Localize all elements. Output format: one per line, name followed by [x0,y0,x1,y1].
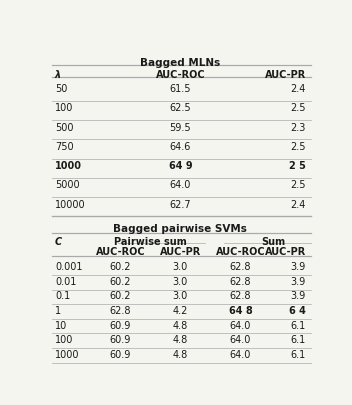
Text: AUC-ROC: AUC-ROC [96,247,145,257]
Text: 0.1: 0.1 [55,290,70,301]
Text: 64.0: 64.0 [230,349,251,359]
Text: 4.8: 4.8 [173,335,188,344]
Text: 2.5: 2.5 [290,180,306,190]
Text: 1000: 1000 [55,349,80,359]
Text: AUC-ROC: AUC-ROC [216,247,265,257]
Text: λ: λ [55,70,61,80]
Text: 4.2: 4.2 [173,305,188,315]
Text: 6.1: 6.1 [291,349,306,359]
Text: 64 9: 64 9 [169,161,192,171]
Text: 64.0: 64.0 [230,335,251,344]
Text: 60.9: 60.9 [110,320,131,330]
Text: 3.0: 3.0 [173,290,188,301]
Text: 60.9: 60.9 [110,349,131,359]
Text: 2.5: 2.5 [290,141,306,151]
Text: 1: 1 [55,305,61,315]
Text: Pairwise sum: Pairwise sum [114,236,187,246]
Text: 64 8: 64 8 [228,305,252,315]
Text: 64.6: 64.6 [170,141,191,151]
Text: 2.4: 2.4 [290,199,306,209]
Text: AUC-PR: AUC-PR [265,247,306,257]
Text: 3.9: 3.9 [291,276,306,286]
Text: AUC-PR: AUC-PR [160,247,201,257]
Text: 6 4: 6 4 [289,305,306,315]
Text: 3.9: 3.9 [291,290,306,301]
Text: Bagged MLNs: Bagged MLNs [140,58,220,68]
Text: 2.3: 2.3 [290,122,306,132]
Text: 64.0: 64.0 [230,320,251,330]
Text: 62.8: 62.8 [109,305,131,315]
Text: 64.0: 64.0 [170,180,191,190]
Text: 2.5: 2.5 [290,103,306,113]
Text: 10000: 10000 [55,199,86,209]
Text: 500: 500 [55,122,74,132]
Text: 3.0: 3.0 [173,261,188,271]
Text: 2 5: 2 5 [289,161,306,171]
Text: 6.1: 6.1 [291,320,306,330]
Text: 60.9: 60.9 [110,335,131,344]
Text: 60.2: 60.2 [109,290,131,301]
Text: 0.001: 0.001 [55,261,82,271]
Text: 62.8: 62.8 [230,276,251,286]
Text: 750: 750 [55,141,74,151]
Text: AUC-ROC: AUC-ROC [156,70,205,80]
Text: 10: 10 [55,320,67,330]
Text: 4.8: 4.8 [173,349,188,359]
Text: 0.01: 0.01 [55,276,76,286]
Text: Sum: Sum [261,236,285,246]
Text: 50: 50 [55,84,67,94]
Text: 3.9: 3.9 [291,261,306,271]
Text: 61.5: 61.5 [170,84,191,94]
Text: 1000: 1000 [55,161,82,171]
Text: 60.2: 60.2 [109,276,131,286]
Text: AUC-PR: AUC-PR [265,70,306,80]
Text: 6.1: 6.1 [291,335,306,344]
Text: C: C [55,236,62,246]
Text: 62.8: 62.8 [230,290,251,301]
Text: 3.0: 3.0 [173,276,188,286]
Text: 100: 100 [55,335,73,344]
Text: 62.8: 62.8 [230,261,251,271]
Text: 62.5: 62.5 [170,103,191,113]
Text: 60.2: 60.2 [109,261,131,271]
Text: 62.7: 62.7 [170,199,191,209]
Text: 2.4: 2.4 [290,84,306,94]
Text: 5000: 5000 [55,180,80,190]
Text: 59.5: 59.5 [170,122,191,132]
Text: 100: 100 [55,103,73,113]
Text: 4.8: 4.8 [173,320,188,330]
Text: Bagged pairwise SVMs: Bagged pairwise SVMs [113,224,247,234]
